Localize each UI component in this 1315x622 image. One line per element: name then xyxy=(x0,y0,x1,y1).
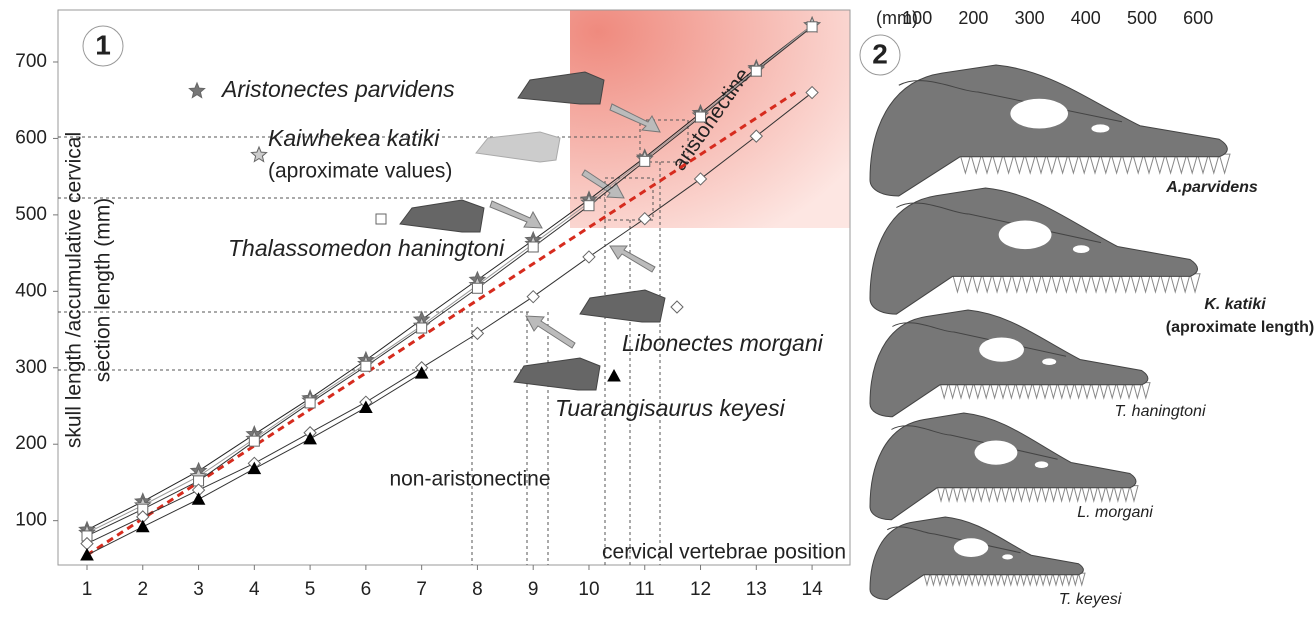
x-tick-label: 3 xyxy=(193,579,204,600)
x-tick-label: 6 xyxy=(361,579,372,600)
legend-label: Kaiwhekea katiki xyxy=(268,125,440,151)
legend-marker xyxy=(189,83,204,98)
orbit xyxy=(1010,99,1068,129)
skull xyxy=(870,188,1200,314)
marker xyxy=(527,291,539,303)
marker xyxy=(361,361,371,371)
marker xyxy=(583,251,595,263)
annotation: non-aristonectine xyxy=(389,468,550,491)
scale-label: 300 xyxy=(1015,8,1045,28)
y-tick-label: 500 xyxy=(15,204,47,225)
skull-label: T. keyesi xyxy=(1059,591,1122,608)
panel-label: 1 xyxy=(95,29,111,60)
y-tick-label: 600 xyxy=(15,127,47,148)
legend-note: (aproximate values) xyxy=(268,160,452,183)
marker xyxy=(807,22,817,32)
scale-label: 100 xyxy=(902,8,932,28)
y-tick-label: 400 xyxy=(15,280,47,301)
marker xyxy=(528,242,538,252)
skull-shape xyxy=(870,517,1083,599)
marker xyxy=(696,112,706,122)
skull-label: K. katiki xyxy=(1204,296,1266,313)
x-tick-label: 10 xyxy=(578,579,599,600)
scale-label: 400 xyxy=(1071,8,1101,28)
scale-label: 600 xyxy=(1183,8,1213,28)
nostril xyxy=(1002,554,1013,559)
x-tick-label: 5 xyxy=(305,579,316,600)
nostril xyxy=(1091,124,1109,132)
skull-shape xyxy=(870,310,1148,417)
marker xyxy=(471,327,483,339)
x-tick-label: 9 xyxy=(528,579,539,600)
x-tick-label: 8 xyxy=(472,579,483,600)
y-tick-label: 200 xyxy=(15,433,47,454)
skull-label: T. haningtoni xyxy=(1114,403,1205,420)
skull xyxy=(870,310,1150,417)
legend-label: Tuarangisaurus keyesi xyxy=(555,395,786,421)
marker xyxy=(193,493,205,504)
y-tick-label: 300 xyxy=(15,357,47,378)
marker xyxy=(472,283,482,293)
x-axis-label: cervical vertebrae position xyxy=(602,541,846,564)
x-tick-label: 11 xyxy=(635,579,655,600)
nostril xyxy=(1035,461,1048,468)
legend-marker xyxy=(608,370,620,381)
x-tick-label: 2 xyxy=(137,579,148,600)
x-tick-label: 1 xyxy=(82,579,93,600)
legend-marker xyxy=(671,301,683,313)
legend-label: Aristonectes parvidens xyxy=(220,76,455,102)
scale-label: 500 xyxy=(1127,8,1157,28)
skull xyxy=(870,517,1085,599)
orbit xyxy=(975,441,1018,465)
marker xyxy=(640,156,650,166)
orbit xyxy=(999,221,1052,250)
x-tick-label: 12 xyxy=(690,579,711,600)
y-tick-label: 700 xyxy=(15,51,47,72)
nostril xyxy=(1042,358,1056,365)
marker xyxy=(417,323,427,333)
skull xyxy=(870,65,1230,196)
y-tick-label: 100 xyxy=(15,510,47,531)
legend-marker xyxy=(376,214,386,224)
marker xyxy=(305,398,315,408)
legend-marker xyxy=(251,147,266,162)
legend-label: Libonectes morgani xyxy=(622,330,824,356)
y-axis-label: skull length /accumulative cervical xyxy=(63,132,86,448)
y-axis-label: section length (mm) xyxy=(92,198,115,382)
x-tick-label: 4 xyxy=(249,579,260,600)
skull-shape xyxy=(870,65,1227,196)
marker xyxy=(584,201,594,211)
orbit xyxy=(954,538,988,557)
panel-label: 2 xyxy=(872,38,888,69)
skull-label: A.parvidens xyxy=(1165,179,1258,196)
x-tick-label: 7 xyxy=(416,579,427,600)
skull-shape xyxy=(870,188,1198,314)
marker xyxy=(249,436,259,446)
x-tick-label: 14 xyxy=(802,579,824,600)
x-tick-label: 13 xyxy=(746,579,767,600)
orbit xyxy=(979,338,1024,362)
scale-label: 200 xyxy=(958,8,988,28)
nostril xyxy=(1073,245,1090,253)
figure: aristonectine non-aristonectine cervical… xyxy=(0,0,1315,617)
legend-label: Thalassomedon haningtoni xyxy=(228,235,505,261)
marker xyxy=(751,66,761,76)
skull-label: L. morgani xyxy=(1077,504,1153,521)
skull-label: (aproximate length) xyxy=(1166,319,1314,336)
